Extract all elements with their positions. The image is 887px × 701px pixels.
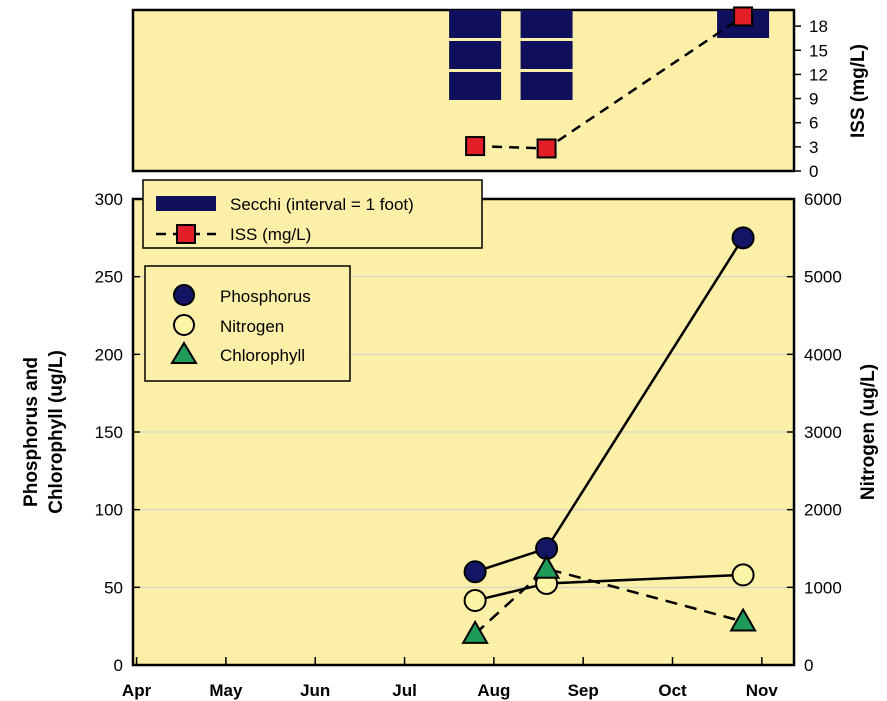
left-tick-label: 200	[95, 345, 123, 364]
right-tick-label: 4000	[804, 345, 842, 364]
legend-chlorophyll-label: Chlorophyll	[220, 346, 305, 365]
x-tick-label: Nov	[746, 681, 779, 700]
top-right-axis: 0 3 6 9 12 15 18	[794, 17, 828, 181]
secchi-bar-segment	[449, 72, 502, 100]
legend-nitrogen-label: Nitrogen	[220, 317, 284, 336]
x-tick-label: Sep	[568, 681, 599, 700]
legend-secchi-iss: Secchi (interval = 1 foot) ISS (mg/L)	[142, 179, 483, 249]
left-tick-label: 0	[114, 656, 123, 675]
left-tick-label: 250	[95, 268, 123, 287]
x-tick-label: May	[209, 681, 243, 700]
x-tick-label: Oct	[658, 681, 687, 700]
iss-tick-label: 9	[809, 90, 818, 109]
left-tick-label: 100	[95, 501, 123, 520]
iss-tick-label: 15	[809, 41, 828, 60]
iss-series	[465, 6, 754, 159]
x-tick-label: Jul	[392, 681, 417, 700]
legend-nitrogen-marker	[173, 314, 195, 336]
secchi-bar-segment	[520, 10, 573, 38]
left-tick-label: 150	[95, 423, 123, 442]
left-axis-title-line1: Phosphorus and	[21, 357, 42, 507]
secchi-bar-segment	[520, 41, 573, 69]
iss-axis-title: ISS (mg/L)	[848, 44, 869, 138]
secchi-bar-segment	[449, 10, 502, 38]
data-series	[461, 226, 757, 644]
x-tick-label: Apr	[122, 681, 152, 700]
x-tick-label: Jun	[300, 681, 330, 700]
iss-point	[465, 136, 486, 157]
right-tick-label: 6000	[804, 190, 842, 209]
iss-tick-label: 12	[809, 65, 828, 84]
legend-phosphorus-label: Phosphorus	[220, 287, 311, 306]
phosphorus-point	[731, 226, 755, 250]
left-axis-title-line2: Chlorophyll (ug/L)	[46, 350, 67, 514]
left-y-axis: 0 50 100 150 200 250 300	[95, 190, 140, 675]
right-axis-title: Nitrogen (ug/L)	[858, 364, 879, 500]
secchi-bars	[449, 10, 770, 100]
legend-iss-label: ISS (mg/L)	[230, 225, 311, 244]
right-tick-label: 0	[804, 656, 813, 675]
x-tick-label: Aug	[477, 681, 510, 700]
top-panel: 0 3 6 9 12 15 18 ISS (mg/L)	[131, 6, 869, 181]
legend-iss-marker	[176, 224, 196, 244]
x-axis: Apr May Jun Jul Aug Sep Oct Nov	[122, 657, 779, 700]
legend-phosphorus-marker	[173, 284, 195, 306]
right-y-axis: 0 1000 2000 3000 4000 5000 6000	[787, 190, 842, 675]
iss-tick-label: 3	[809, 138, 818, 157]
iss-point	[733, 6, 754, 27]
legend-secchi-swatch	[156, 196, 216, 211]
iss-tick-label: 0	[809, 162, 818, 181]
iss-point	[536, 138, 557, 159]
bottom-panel: Apr May Jun Jul Aug Sep Oct Nov 0 50 100 150 200 250…	[21, 179, 879, 700]
nitrogen-point	[463, 589, 487, 613]
iss-tick-label: 6	[809, 114, 818, 133]
right-tick-label: 3000	[804, 423, 842, 442]
left-tick-label: 300	[95, 190, 123, 209]
right-tick-label: 1000	[804, 578, 842, 597]
phosphorus-point	[463, 560, 487, 584]
legend-secchi-label: Secchi (interval = 1 foot)	[230, 195, 414, 214]
iss-tick-label: 18	[809, 17, 828, 36]
right-tick-label: 2000	[804, 501, 842, 520]
chlorophyll-point	[532, 554, 561, 579]
left-tick-label: 50	[104, 578, 123, 597]
nitrogen-point	[731, 563, 755, 587]
right-tick-label: 5000	[804, 268, 842, 287]
legend-chlorophyll-marker	[170, 341, 198, 364]
secchi-bar-segment	[449, 41, 502, 69]
chlorophyll-point	[729, 607, 757, 632]
legend-nutrients: Phosphorus Nitrogen Chlorophyll	[144, 265, 351, 382]
secchi-bar-segment	[520, 72, 573, 100]
legend-box	[142, 179, 483, 249]
chlorophyll-point	[461, 619, 489, 644]
